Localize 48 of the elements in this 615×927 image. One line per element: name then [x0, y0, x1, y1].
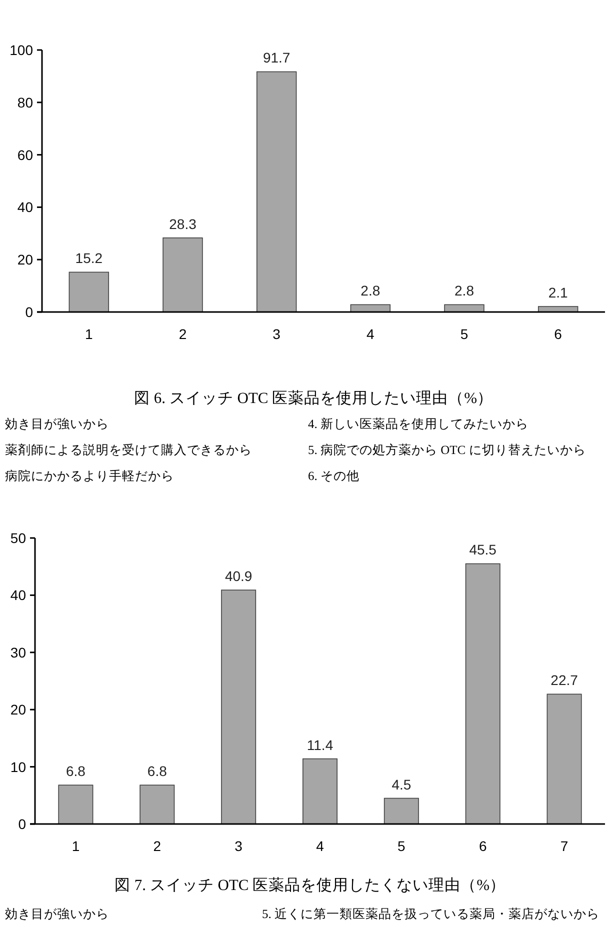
text: 6. その他 — [308, 469, 360, 483]
data-label: 6.8 — [66, 763, 86, 780]
text: 5. 近くに第一類医薬品を扱っている薬局・薬店がないから — [262, 906, 600, 921]
text: 効き目が強いから — [5, 417, 109, 431]
text: 病院にかかるより手軽だから — [5, 469, 174, 483]
data-label: 45.5 — [469, 542, 497, 558]
y-tick-label: 80 — [17, 94, 34, 110]
data-label: 15.2 — [75, 250, 103, 266]
y-tick-label: 30 — [10, 644, 26, 660]
x-tick-label: 1 — [72, 838, 80, 854]
text: 図 6. スイッチ OTC 医薬品を使用したい理由（%） — [134, 389, 494, 407]
data-label: 2.8 — [360, 282, 380, 299]
x-tick-label: 2 — [153, 838, 162, 854]
data-label: 22.7 — [550, 672, 578, 688]
x-tick-label: 3 — [234, 838, 243, 854]
x-tick-label: 4 — [316, 838, 324, 854]
y-tick-label: 0 — [25, 304, 34, 320]
x-tick-label: 1 — [85, 326, 94, 342]
x-tick-label: 5 — [398, 838, 406, 854]
x-tick-label: 6 — [554, 326, 562, 342]
x-tick-label: 3 — [272, 326, 281, 342]
y-tick-label: 40 — [17, 199, 34, 216]
data-label: 2.1 — [548, 284, 568, 300]
y-tick-label: 60 — [17, 146, 34, 163]
data-label: 2.8 — [454, 282, 474, 299]
y-tick-label: 20 — [10, 702, 26, 718]
x-tick-label: 4 — [366, 326, 375, 342]
text: 図 7. スイッチ OTC 医薬品を使用したくない理由（%） — [114, 876, 506, 894]
text: 5. 病院での処方薬から OTC に切り替えたいから — [308, 442, 586, 457]
x-tick-label: 5 — [460, 326, 468, 342]
data-label: 11.4 — [306, 736, 334, 753]
x-tick-label: 6 — [478, 838, 487, 854]
y-tick-label: 20 — [17, 252, 34, 268]
y-tick-label: 0 — [18, 816, 26, 832]
y-tick-label: 40 — [10, 587, 26, 604]
y-tick-label: 10 — [10, 758, 26, 775]
data-label: 4.5 — [392, 776, 412, 792]
y-tick-label: 50 — [10, 530, 26, 546]
data-label: 91.7 — [262, 50, 290, 66]
data-label: 6.8 — [147, 763, 168, 780]
data-label: 40.9 — [224, 568, 252, 584]
x-tick-label: 7 — [560, 838, 568, 854]
text: 薬剤師による説明を受けて購入できるから — [5, 443, 252, 457]
text: 4. 新しい医薬品を使用してみたいから — [308, 417, 528, 431]
data-label: 28.3 — [169, 216, 197, 232]
x-tick-label: 2 — [178, 326, 187, 342]
text: 効き目が強いから — [5, 907, 109, 921]
y-tick-label: 100 — [10, 42, 34, 58]
